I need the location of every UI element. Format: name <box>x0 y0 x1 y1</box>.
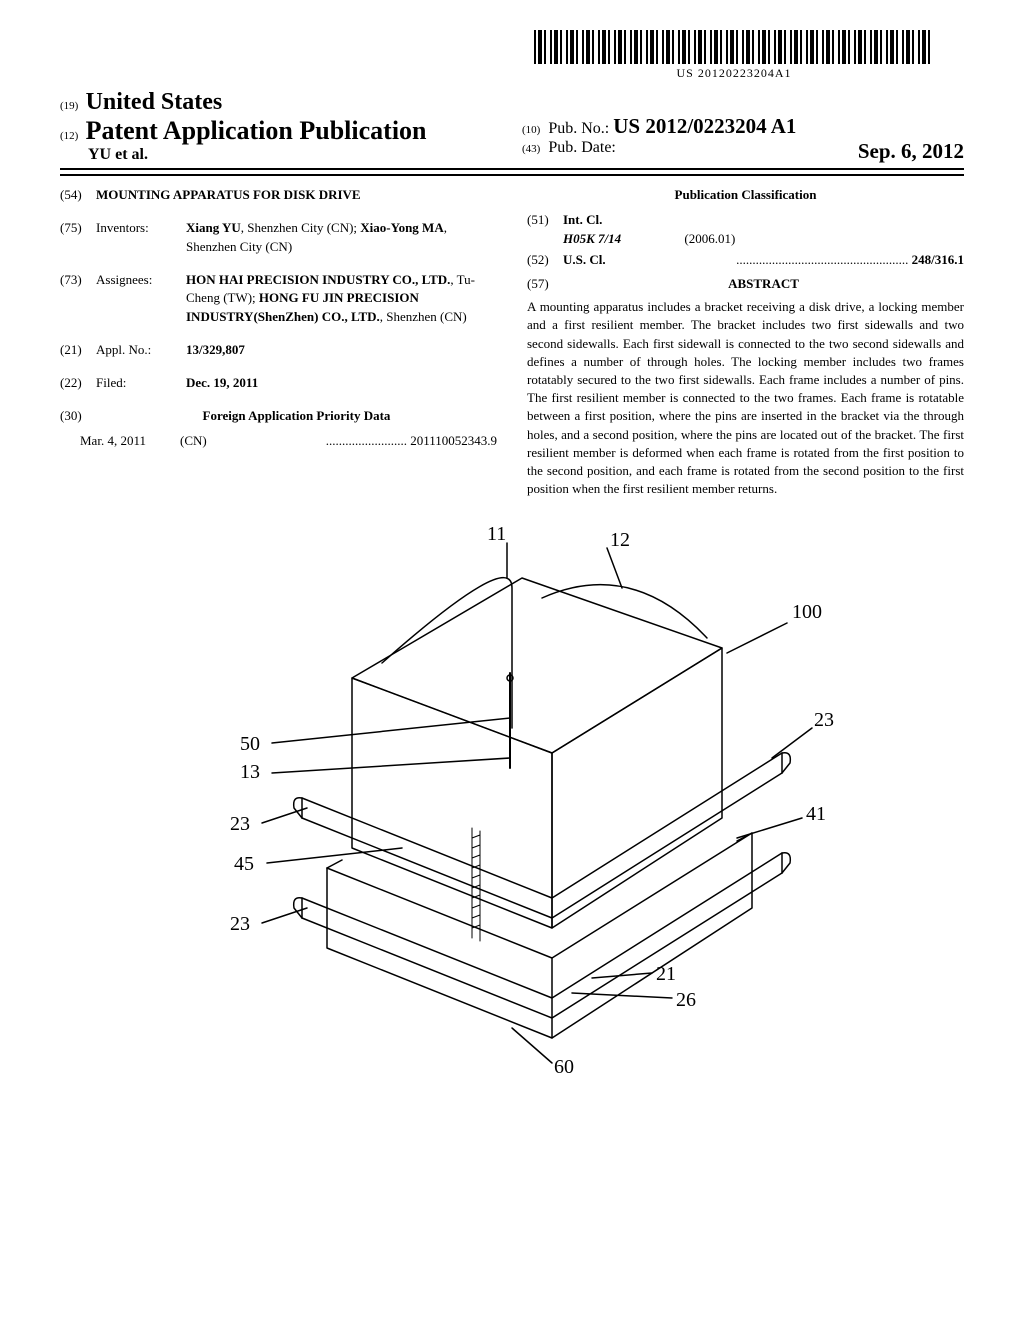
field-30: (30) Foreign Application Priority Data M… <box>60 407 497 452</box>
fpd-number: 201110052343.9 <box>410 433 497 448</box>
label-73: Assignees: <box>96 271 186 328</box>
appl-no: 13/329,807 <box>186 342 245 357</box>
abstract-body: A mounting apparatus includes a bracket … <box>527 298 964 498</box>
figure: 11 12 100 23 41 50 13 23 45 23 26 21 60 <box>60 518 964 1082</box>
barcode-lines <box>534 30 934 64</box>
lbl-60: 60 <box>554 1056 574 1078</box>
code-22: (22) <box>60 374 96 393</box>
uscl-value: 248/316.1 <box>912 252 964 267</box>
lbl-41: 41 <box>806 803 826 825</box>
doc-type: Patent Application Publication <box>86 116 427 145</box>
code-52: (52) <box>527 251 563 270</box>
lbl-12: 12 <box>610 529 630 551</box>
pub-no-label: Pub. No.: <box>548 120 609 137</box>
code-30: (30) <box>60 407 96 432</box>
lbl-21: 21 <box>656 963 676 985</box>
label-22: Filed: <box>96 374 186 393</box>
pub-date-label: Pub. Date: <box>548 139 616 156</box>
field-75: (75) Inventors: Xiang YU, Shenzhen City … <box>60 219 497 257</box>
title: MOUNTING APPARATUS FOR DISK DRIVE <box>96 186 361 205</box>
label-51: Int. Cl. <box>563 212 602 227</box>
field-73: (73) Assignees: HON HAI PRECISION INDUST… <box>60 271 497 328</box>
lbl-100: 100 <box>792 601 822 623</box>
lbl-45: 45 <box>234 853 254 875</box>
field-51: (51) Int. Cl. H05K 7/14 (2006.01) <box>527 211 964 249</box>
intcl-class: H05K 7/14 <box>563 231 621 246</box>
filed-date: Dec. 19, 2011 <box>186 375 258 390</box>
field-21: (21) Appl. No.: 13/329,807 <box>60 341 497 360</box>
header: (19) United States (12) Patent Applicati… <box>60 89 964 170</box>
field-52: (52) U.S. Cl. ..........................… <box>527 251 964 270</box>
field-54: (54) MOUNTING APPARATUS FOR DISK DRIVE <box>60 186 497 205</box>
fpd-date: Mar. 4, 2011 <box>80 432 180 452</box>
biblio-right: Publication Classification (51) Int. Cl.… <box>527 186 964 498</box>
inventor-1: Xiang YU <box>186 220 241 235</box>
code-19: (19) <box>60 100 78 112</box>
lbl-50: 50 <box>240 733 260 755</box>
label-30: Foreign Application Priority Data <box>96 407 497 426</box>
field-22: (22) Filed: Dec. 19, 2011 <box>60 374 497 393</box>
pub-no: US 2012/0223204 A1 <box>613 114 796 138</box>
assignees: HON HAI PRECISION INDUSTRY CO., LTD., Tu… <box>186 271 497 328</box>
intcl-date: (2006.01) <box>684 231 735 246</box>
inventors: Xiang YU, Shenzhen City (CN); Xiao-Yong … <box>186 219 497 257</box>
code-12: (12) <box>60 130 78 142</box>
code-43: (43) <box>522 143 540 155</box>
biblio: (54) MOUNTING APPARATUS FOR DISK DRIVE (… <box>60 186 964 498</box>
pubclass-heading: Publication Classification <box>527 186 964 205</box>
code-21: (21) <box>60 341 96 360</box>
barcode: US 20120223204A1 <box>534 30 934 81</box>
code-75: (75) <box>60 219 96 257</box>
label-75: Inventors: <box>96 219 186 257</box>
abstract-label: ABSTRACT <box>728 276 799 291</box>
label-21: Appl. No.: <box>96 341 186 360</box>
code-51: (51) <box>527 211 563 249</box>
code-54: (54) <box>60 186 96 205</box>
biblio-left: (54) MOUNTING APPARATUS FOR DISK DRIVE (… <box>60 186 497 498</box>
code-57: (57) <box>527 275 563 294</box>
code-73: (73) <box>60 271 96 328</box>
country: United States <box>86 89 223 115</box>
barcode-region: US 20120223204A1 <box>60 30 964 81</box>
lbl-26: 26 <box>676 989 696 1011</box>
lbl-23-r: 23 <box>814 709 834 731</box>
field-57-head: (57) ABSTRACT <box>527 275 964 294</box>
header-rule <box>60 174 964 176</box>
label-52: U.S. Cl. <box>563 251 606 270</box>
assignee-1: HON HAI PRECISION INDUSTRY CO., LTD. <box>186 272 450 287</box>
fpd-country: (CN) <box>180 432 230 452</box>
lbl-23-l1: 23 <box>230 813 250 835</box>
code-10: (10) <box>522 124 540 136</box>
barcode-text: US 20120223204A1 <box>534 66 934 81</box>
lbl-23-l2: 23 <box>230 913 250 935</box>
authors: YU et al. <box>88 146 148 163</box>
patent-figure-svg: 11 12 100 23 41 50 13 23 45 23 26 21 60 <box>152 518 872 1078</box>
lbl-13: 13 <box>240 761 260 783</box>
inventor-2: Xiao-Yong MA <box>360 220 443 235</box>
pub-date: Sep. 6, 2012 <box>858 139 964 164</box>
lbl-11: 11 <box>487 523 506 545</box>
